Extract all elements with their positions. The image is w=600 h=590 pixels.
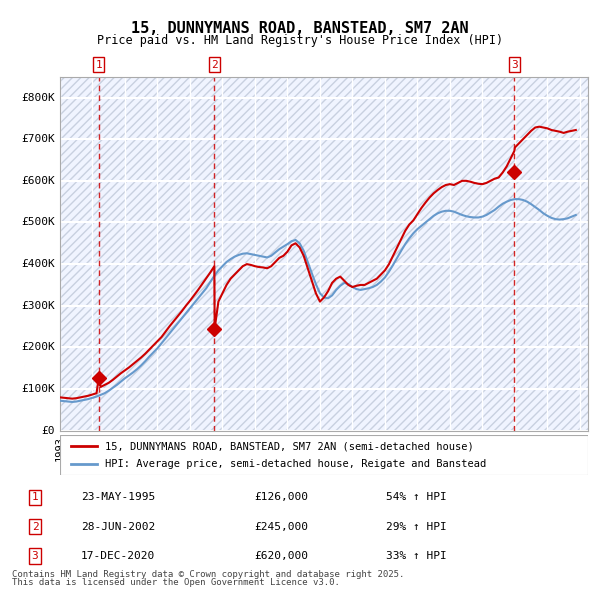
Text: 33% ↑ HPI: 33% ↑ HPI [386, 551, 447, 561]
Text: 1: 1 [95, 60, 102, 70]
Text: £800K: £800K [21, 93, 55, 103]
Text: £620,000: £620,000 [254, 551, 308, 561]
Text: Contains HM Land Registry data © Crown copyright and database right 2025.: Contains HM Land Registry data © Crown c… [12, 571, 404, 579]
Text: 23-MAY-1995: 23-MAY-1995 [81, 492, 155, 502]
Text: 3: 3 [32, 551, 38, 561]
Text: 1: 1 [32, 492, 38, 502]
FancyBboxPatch shape [60, 435, 588, 475]
Text: £100K: £100K [21, 384, 55, 394]
Text: 29% ↑ HPI: 29% ↑ HPI [386, 522, 447, 532]
Text: £600K: £600K [21, 176, 55, 186]
Text: 28-JUN-2002: 28-JUN-2002 [81, 522, 155, 532]
Text: 2: 2 [32, 522, 38, 532]
Text: This data is licensed under the Open Government Licence v3.0.: This data is licensed under the Open Gov… [12, 578, 340, 587]
Text: 2: 2 [211, 60, 218, 70]
Text: £0: £0 [41, 426, 55, 435]
Text: Price paid vs. HM Land Registry's House Price Index (HPI): Price paid vs. HM Land Registry's House … [97, 34, 503, 47]
Text: 17-DEC-2020: 17-DEC-2020 [81, 551, 155, 561]
Text: 15, DUNNYMANS ROAD, BANSTEAD, SM7 2AN (semi-detached house): 15, DUNNYMANS ROAD, BANSTEAD, SM7 2AN (s… [105, 441, 473, 451]
Text: 54% ↑ HPI: 54% ↑ HPI [386, 492, 447, 502]
Text: 15, DUNNYMANS ROAD, BANSTEAD, SM7 2AN: 15, DUNNYMANS ROAD, BANSTEAD, SM7 2AN [131, 21, 469, 35]
Text: HPI: Average price, semi-detached house, Reigate and Banstead: HPI: Average price, semi-detached house,… [105, 458, 486, 468]
Text: £400K: £400K [21, 259, 55, 269]
Text: £500K: £500K [21, 218, 55, 228]
Text: £300K: £300K [21, 301, 55, 311]
Text: 3: 3 [511, 60, 518, 70]
Text: £245,000: £245,000 [254, 522, 308, 532]
Text: £700K: £700K [21, 134, 55, 144]
Text: £200K: £200K [21, 342, 55, 352]
Text: £126,000: £126,000 [254, 492, 308, 502]
